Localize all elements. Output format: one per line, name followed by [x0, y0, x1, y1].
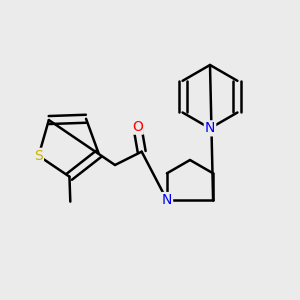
Text: N: N [205, 121, 215, 135]
Text: O: O [132, 120, 143, 134]
Text: N: N [162, 193, 172, 207]
Text: S: S [34, 149, 43, 163]
